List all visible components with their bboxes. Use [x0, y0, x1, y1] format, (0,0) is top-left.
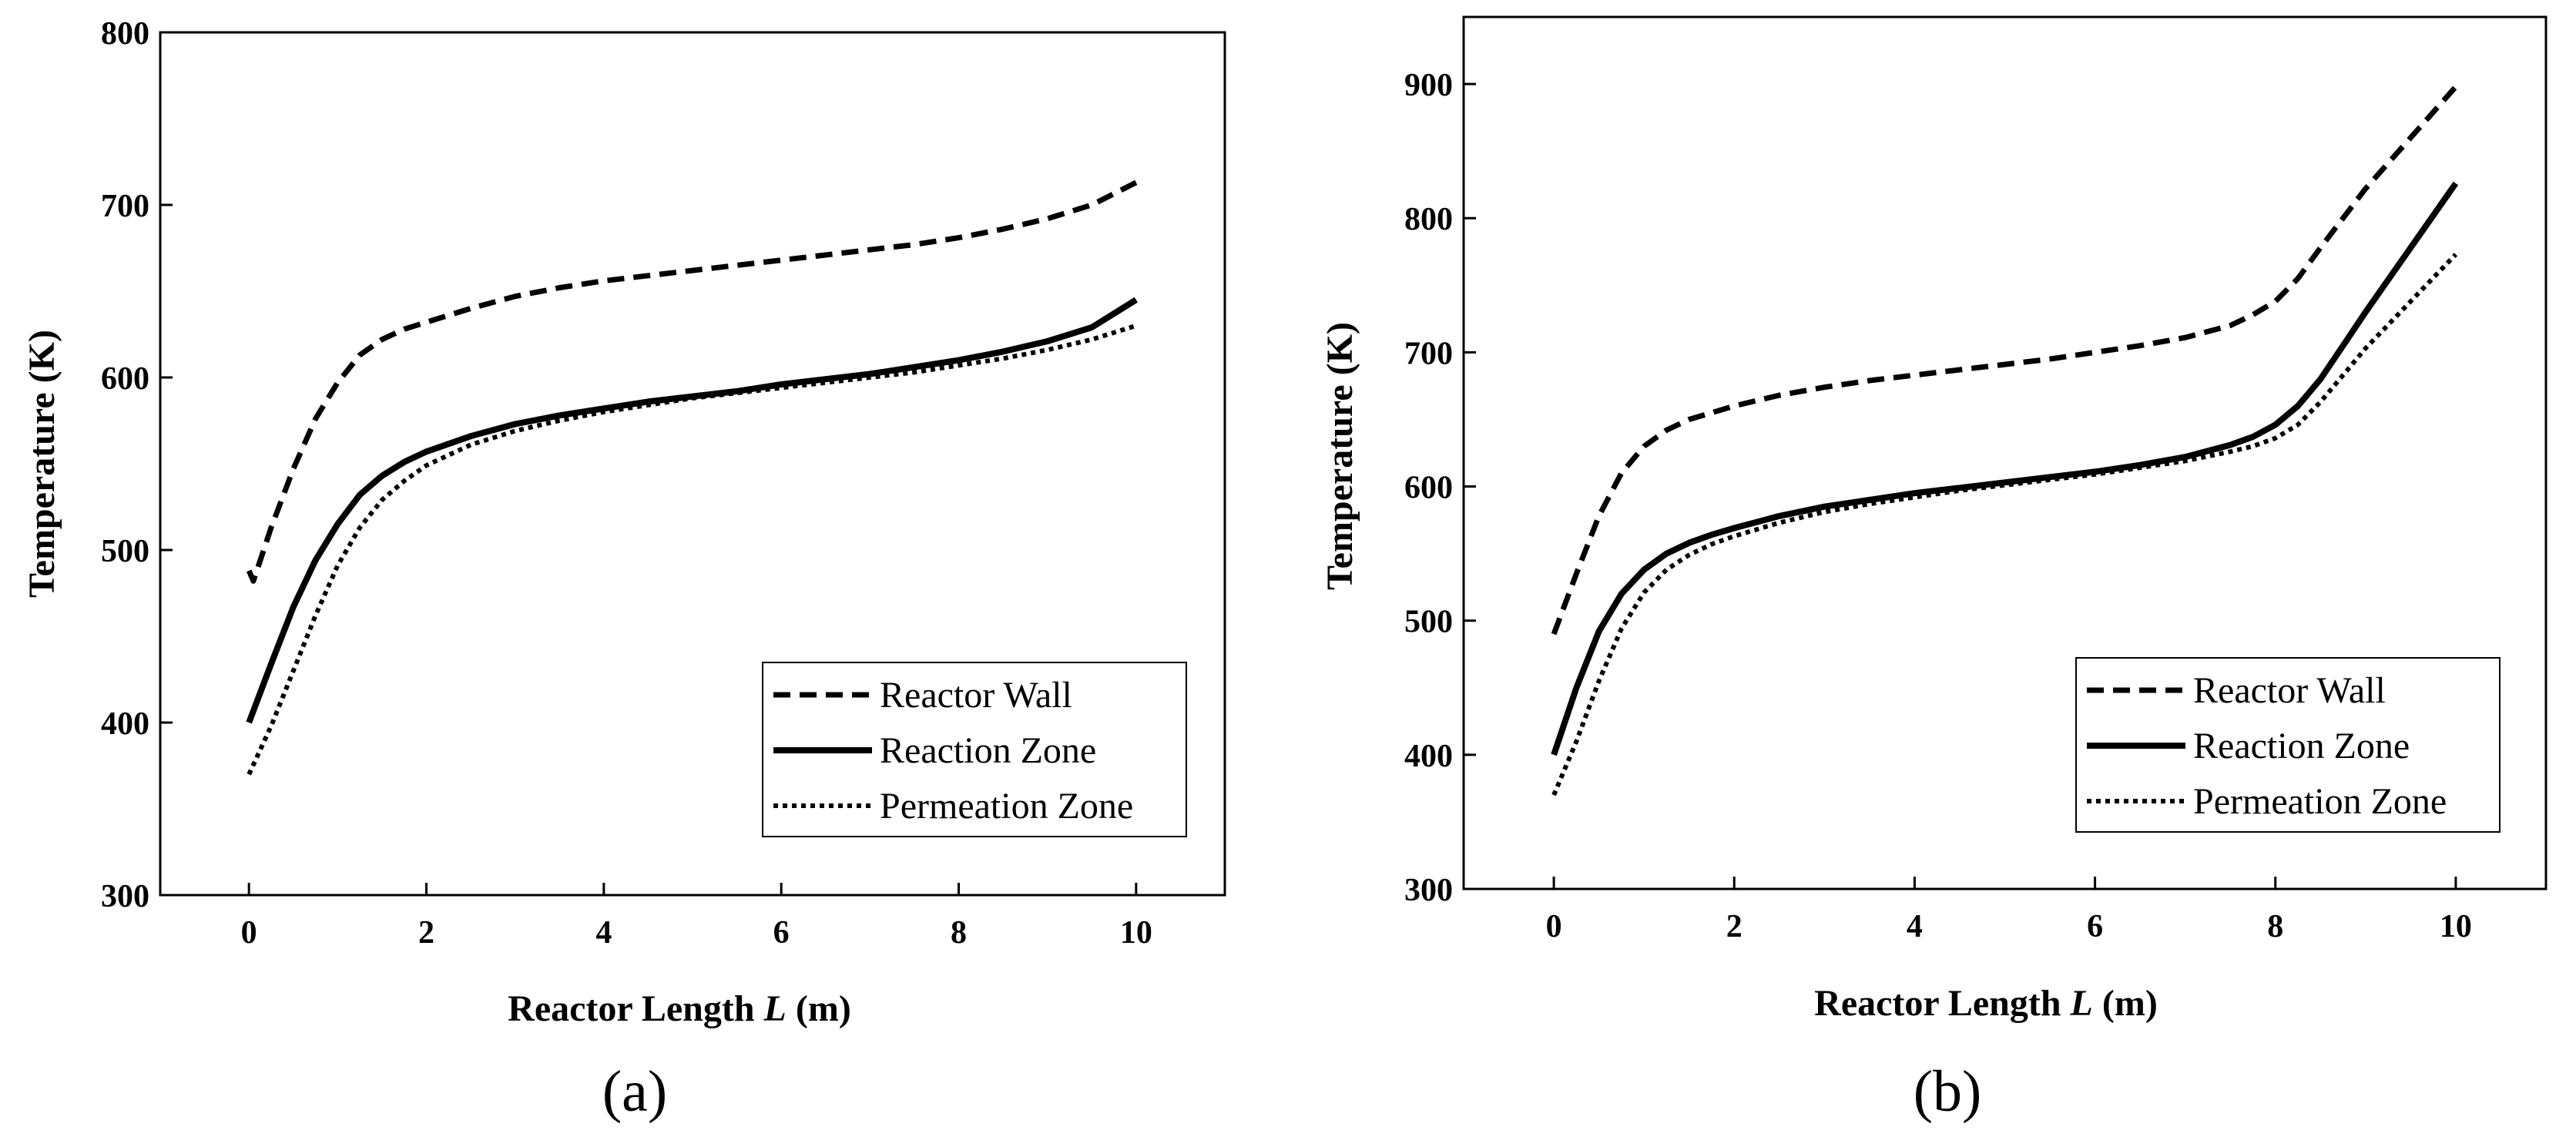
legend-label: Reaction Zone	[880, 730, 1096, 771]
legend-label: Reactor Wall	[880, 675, 1072, 716]
legend-label: Permeation Zone	[880, 786, 1133, 827]
x-tick-label: 8	[2267, 909, 2283, 944]
x-axis-title: Reactor Length L (m)	[508, 988, 851, 1029]
x-tick-label: 6	[2087, 909, 2103, 944]
chart-panel-b: 300 400 500 600 700 800 900 0 2 4 6 8 10 Reactor Leng…	[1320, 15, 2547, 1124]
x-tick-label: 2	[418, 915, 434, 951]
series-line-permeation-zone	[247, 323, 1137, 776]
x-tick-label: 0	[1546, 909, 1562, 944]
x-tick-label: 10	[2440, 909, 2472, 944]
legend: Reactor Wall Reaction Zone Permeation Zone	[2075, 657, 2501, 833]
y-tick-label: 300	[101, 879, 149, 914]
x-tick-label: 4	[1907, 909, 1923, 944]
y-axis-title: Temperature (K)	[1320, 322, 1360, 590]
y-tick-label: 500	[101, 534, 149, 569]
x-tick-label: 6	[773, 915, 790, 951]
plot-frame	[159, 31, 1226, 897]
series-line-reaction-zone	[1551, 181, 2459, 756]
legend: Reactor Wall Reaction Zone Permeation Zone	[762, 662, 1187, 837]
legend-label: Permeation Zone	[2193, 781, 2447, 822]
y-tick-label: 700	[1404, 336, 1453, 371]
y-tick-label: 800	[1404, 202, 1453, 237]
y-tick-label: 600	[101, 361, 149, 397]
x-tick-label: 4	[595, 915, 612, 951]
series-line-reactor-wall	[1551, 85, 2458, 636]
series-line-reaction-zone	[246, 297, 1138, 724]
plot-frame	[1462, 15, 2547, 890]
y-tick-label: 300	[1404, 873, 1453, 908]
y-tick-label: 800	[101, 16, 149, 52]
legend-label: Reaction Zone	[2193, 726, 2410, 766]
panel-caption: (b)	[1914, 1059, 1982, 1124]
y-tick-label: 700	[101, 189, 149, 224]
y-tick-label: 400	[1404, 739, 1453, 774]
x-tick-label: 10	[1120, 915, 1152, 951]
series-line-reactor-wall	[246, 179, 1138, 584]
y-tick-label: 900	[1404, 68, 1453, 103]
legend-label: Reactor Wall	[2193, 670, 2386, 711]
series-line-permeation-zone	[1551, 253, 2458, 797]
chart-panel-a: 300 400 500 600 700 800 0 2 4 6 8 10 Reactor Length …	[22, 16, 1226, 1124]
x-tick-label: 8	[951, 915, 967, 951]
y-tick-label: 400	[101, 706, 149, 742]
panel-caption: (a)	[602, 1059, 667, 1124]
y-tick-label: 500	[1404, 605, 1453, 640]
x-tick-label: 2	[1726, 909, 1742, 944]
y-tick-label: 600	[1404, 471, 1453, 506]
x-tick-label: 0	[241, 915, 257, 951]
x-axis-title: Reactor Length L (m)	[1814, 983, 2158, 1024]
y-axis-title: Temperature (K)	[22, 330, 62, 598]
